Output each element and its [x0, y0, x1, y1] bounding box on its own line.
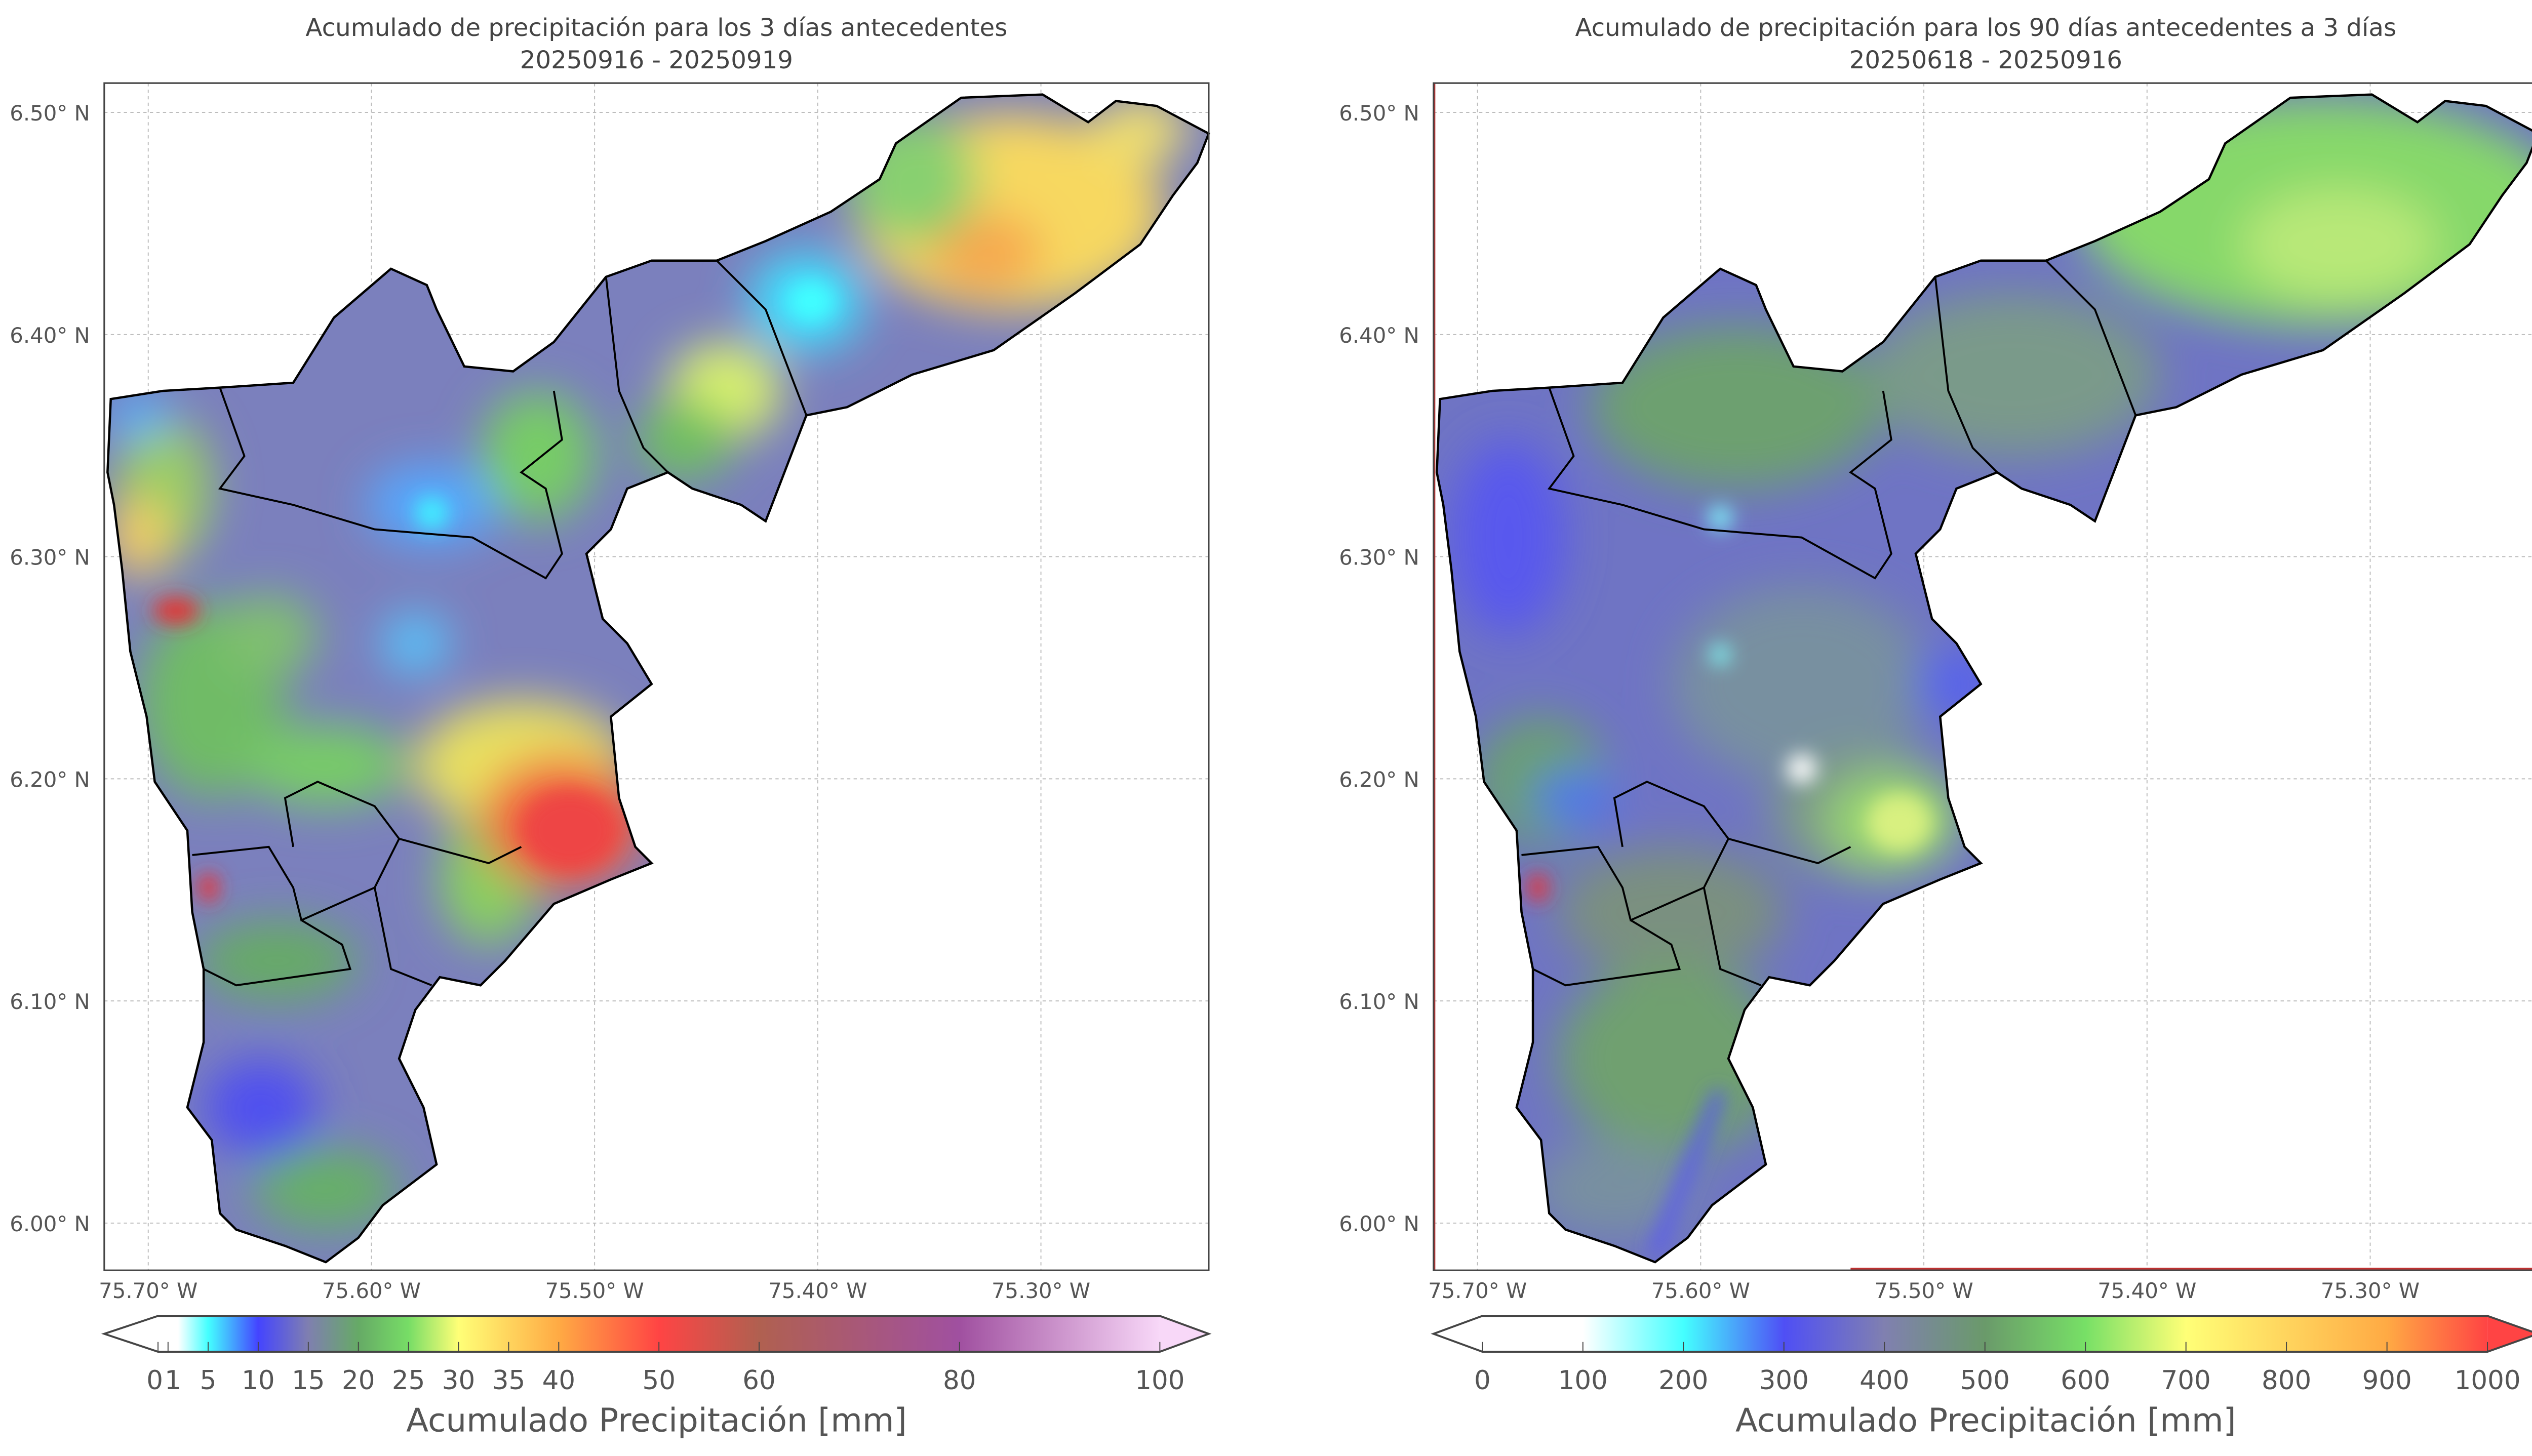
lat-tick-label: 6.30° N — [1339, 545, 1419, 570]
colorbar-tick-label: 900 — [2362, 1365, 2412, 1396]
lat-tick-label: 6.30° N — [10, 545, 90, 570]
colorbar-tick-label: 100 — [1135, 1365, 1184, 1396]
colorbar-tick-label: 40 — [542, 1365, 575, 1396]
lon-tick-label: 75.30° W — [2321, 1278, 2420, 1303]
colorbar-tick-label: 15 — [292, 1365, 325, 1396]
sub-basin-boundaries — [1521, 260, 2137, 987]
map-frame — [103, 82, 1210, 1271]
map-panel-90-days: Acumulado de precipitación para los 90 d… — [1339, 14, 2532, 1440]
colorbar-tick-label: 50 — [642, 1365, 675, 1396]
map-panel-3-days: Acumulado de precipitación para los 3 dí… — [10, 14, 1212, 1440]
lat-tick-label: 6.40° N — [1339, 323, 1419, 348]
lat-tick-label: 6.20° N — [1339, 767, 1419, 792]
colorbar-label: Acumulado Precipitación [mm] — [406, 1402, 907, 1440]
colorbar-tick-label: 10 — [242, 1365, 274, 1396]
lon-tick-label: 75.40° W — [768, 1278, 867, 1303]
lat-tick-label: 6.10° N — [1339, 989, 1419, 1014]
lon-tick-label: 75.50° W — [1874, 1278, 1973, 1303]
colorbar-label: Acumulado Precipitación [mm] — [1735, 1402, 2236, 1440]
lon-tick-label: 75.50° W — [545, 1278, 644, 1303]
map-title: Acumulado de precipitación para los 3 dí… — [305, 14, 1007, 42]
colorbar-tick-label: 400 — [1860, 1365, 1909, 1396]
lat-tick-label: 6.50° N — [10, 101, 90, 126]
lon-tick-label: 75.30° W — [992, 1278, 1090, 1303]
colorbar-under-arrow — [1433, 1316, 1483, 1352]
lon-tick-label: 75.40° W — [2098, 1278, 2196, 1303]
lon-tick-label: 75.70° W — [99, 1278, 197, 1303]
colorbar-tick-label: 100 — [1558, 1365, 1608, 1396]
colorbar-tick-label: 800 — [2262, 1365, 2311, 1396]
colorbar-tick-label: 5 — [200, 1365, 217, 1396]
colorbar-tick-label: 1 — [165, 1365, 181, 1396]
lon-tick-label: 75.60° W — [322, 1278, 421, 1303]
lat-tick-label: 6.00° N — [10, 1211, 90, 1236]
colorbar-tick-label: 500 — [1960, 1365, 2010, 1396]
colorbar-tick-label: 25 — [392, 1365, 425, 1396]
colorbar-3-days: 0 1 5 10 15 20 25 30 35 40 50 60 80 100 — [101, 1315, 1212, 1396]
sub-basin-boundaries — [192, 260, 808, 987]
lat-tick-label: 6.40° N — [10, 323, 90, 348]
colorbar-tick-label: 60 — [742, 1365, 775, 1396]
map-title: Acumulado de precipitación para los 90 d… — [1575, 14, 2397, 42]
colorbar-tick-label: 0 — [146, 1365, 163, 1396]
colorbar-over-arrow — [2487, 1316, 2532, 1352]
colorbar-tick-label: 20 — [342, 1365, 375, 1396]
colorbar-tick-label: 600 — [2061, 1365, 2110, 1396]
lat-tick-label: 6.50° N — [1339, 101, 1419, 126]
colorbar-tick-label: 700 — [2161, 1365, 2211, 1396]
lon-tick-label: 75.70° W — [1428, 1278, 1527, 1303]
colorbar-tick-label: 200 — [1658, 1365, 1708, 1396]
map-date-range: 20250916 - 20250919 — [520, 46, 793, 74]
colorbar-tick-label: 0 — [1474, 1365, 1491, 1396]
colorbar-tick-label: 80 — [943, 1365, 976, 1396]
colorbar-tick-label: 30 — [442, 1365, 475, 1396]
colorbar-over-arrow — [1160, 1316, 1209, 1352]
lat-tick-label: 6.10° N — [10, 989, 90, 1014]
lat-tick-label: 6.00° N — [1339, 1211, 1419, 1236]
colorbar-tick-label: 300 — [1759, 1365, 1809, 1396]
colorbar-tick-label: 35 — [492, 1365, 525, 1396]
colorbar-tick-label: 1000 — [2455, 1365, 2521, 1396]
lat-tick-label: 6.20° N — [10, 767, 90, 792]
precipitation-field — [1437, 94, 2532, 1263]
map-frame — [1433, 82, 2532, 1271]
colorbar-under-arrow — [104, 1316, 159, 1352]
colorbar-outline — [1431, 1315, 2532, 1353]
colorbar-outline — [101, 1315, 1212, 1353]
colorbar-90-days: 0 100 200 300 400 500 600 700 800 900 1000 — [1431, 1315, 2532, 1396]
lon-tick-label: 75.60° W — [1651, 1278, 1750, 1303]
map-date-range: 20250618 - 20250916 — [1849, 46, 2122, 74]
